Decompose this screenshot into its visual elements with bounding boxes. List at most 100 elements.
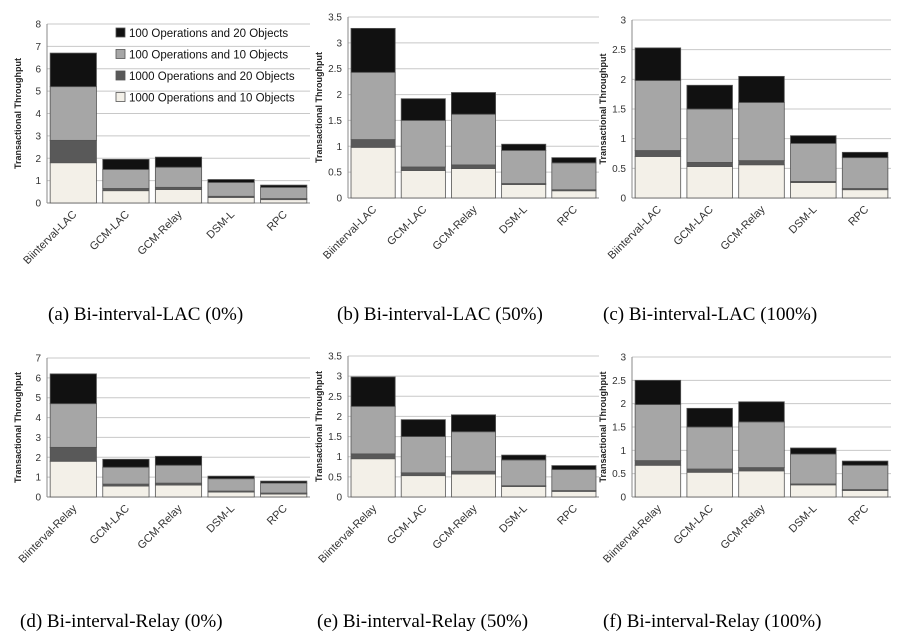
bar-f-3-0 <box>790 484 837 498</box>
y-tick-label-c-1: 0.5 <box>612 164 626 175</box>
chart-panel-c: 0 0.5 1 1.5 2 2.5 3 Transactional Throughput Bii… <box>597 0 900 300</box>
bar-b-0-0 <box>350 146 396 199</box>
y-tick-label-d-5: 5 <box>35 393 41 404</box>
bar-a-4-3 <box>260 184 308 188</box>
legend-label-a-3: 1000 Operations and 10 Objects <box>129 93 295 105</box>
x-tick-label-c-3: DSM-L <box>787 204 820 237</box>
bar-f-3-3 <box>790 447 837 455</box>
y-tick-label-e-0: 0 <box>336 493 342 504</box>
y-tick-label-b-5: 2.5 <box>328 64 342 75</box>
bar-f-4-3 <box>841 460 889 466</box>
bar-f-0-1 <box>634 460 682 466</box>
bar-d-2-3 <box>154 455 203 466</box>
bar-d-0-3 <box>49 373 97 405</box>
x-tick-label-c-2: GCM-Relay <box>719 203 768 252</box>
bar-b-1-2 <box>400 120 446 168</box>
bar-c-4-0 <box>841 189 889 199</box>
y-tick-label-c-3: 1.5 <box>612 105 626 116</box>
bar-e-2-2 <box>451 431 496 472</box>
bar-a-0-3 <box>49 52 97 88</box>
y-tick-label-f-5: 2.5 <box>612 376 626 387</box>
legend-swatch-a-0 <box>115 27 126 38</box>
bar-e-4-2 <box>551 469 597 491</box>
x-tick-label-b-2: GCM-Relay <box>431 203 480 252</box>
bar-f-2-2 <box>738 421 785 469</box>
legend-label-a-1: 100 Operations and 10 Objects <box>129 50 288 62</box>
bar-b-0-2 <box>350 71 396 140</box>
y-tick-label-a-0: 0 <box>35 199 41 210</box>
y-tick-label-e-2: 1 <box>336 452 342 463</box>
bar-c-1-2 <box>686 108 733 163</box>
x-tick-label-e-2: GCM-Relay <box>431 502 480 551</box>
bar-b-4-0 <box>551 190 597 199</box>
bar-a-3-3 <box>207 179 255 183</box>
bar-f-1-0 <box>686 471 733 498</box>
y-tick-label-a-7: 7 <box>35 42 41 53</box>
x-tick-label-f-4: RPC <box>846 503 871 528</box>
bar-d-0-1 <box>49 446 97 462</box>
caption-b: (b) Bi-interval-LAC (50%) <box>337 304 543 325</box>
x-tick-label-d-2: GCM-Relay <box>136 502 185 551</box>
bar-f-2-0 <box>738 470 785 498</box>
bar-c-4-3 <box>841 151 889 159</box>
legend-a: 100 Operations and 20 Objects 100 Operati… <box>115 27 295 105</box>
bar-d-2-0 <box>154 484 203 498</box>
y-tick-label-e-4: 2 <box>336 412 342 423</box>
chart-a-svg: 0 1 2 3 4 5 6 7 8 Transactional Throughput Biinter… <box>13 20 310 267</box>
bar-b-0-1 <box>350 139 396 148</box>
y-tick-label-f-2: 1 <box>620 446 626 457</box>
bar-c-1-1 <box>686 161 733 167</box>
bar-e-2-1 <box>451 470 496 475</box>
bar-e-4-0 <box>551 490 597 498</box>
y-tick-label-b-2: 1 <box>336 142 342 153</box>
bar-c-2-1 <box>738 160 785 166</box>
bar-a-4-0 <box>260 199 308 204</box>
chart-panel-d: 0 1 2 3 4 5 6 7 Transactional Throughput Biinterv… <box>0 345 315 635</box>
y-axis-label-a: Transactional Throughput <box>13 58 23 169</box>
x-tick-label-e-4: RPC <box>555 503 580 528</box>
y-tick-label-d-7: 7 <box>35 354 41 365</box>
legend-label-a-0: 100 Operations and 20 Objects <box>129 28 288 40</box>
bar-c-2-0 <box>738 164 785 199</box>
chart-panel-e: 0 0.5 1 1.5 2 2.5 3 3.5 Transactional Throughput… <box>305 345 605 635</box>
bar-d-1-3 <box>102 458 150 468</box>
bar-f-0-0 <box>634 464 682 498</box>
y-tick-label-e-1: 0.5 <box>328 472 342 483</box>
bar-f-3-2 <box>790 453 837 485</box>
y-tick-label-b-7: 3.5 <box>328 13 342 24</box>
bar-c-3-3 <box>790 135 837 144</box>
bar-c-0-2 <box>634 80 682 151</box>
y-tick-label-a-2: 2 <box>35 154 41 165</box>
caption-f: (f) Bi-interval-Relay (100%) <box>603 611 822 632</box>
x-tick-label-a-3: DSM-L <box>205 209 238 242</box>
x-tick-label-f-0: Biinterval-Relay <box>601 502 664 565</box>
bar-c-2-3 <box>738 75 785 103</box>
bar-c-0-3 <box>634 47 682 81</box>
bar-d-1-0 <box>102 485 150 498</box>
x-tick-label-f-3: DSM-L <box>787 503 820 536</box>
y-tick-label-e-6: 3 <box>336 372 342 383</box>
x-tick-label-f-2: GCM-Relay <box>719 502 768 551</box>
y-tick-label-b-1: 0.5 <box>328 168 342 179</box>
y-tick-label-d-2: 2 <box>35 453 41 464</box>
bar-b-2-1 <box>451 164 496 169</box>
bar-e-3-3 <box>501 454 547 461</box>
legend-swatch-a-3 <box>115 92 126 102</box>
x-tick-label-b-0: Biinterval-LAC <box>321 204 379 262</box>
bar-f-4-0 <box>841 490 889 498</box>
x-tick-label-a-1: GCM-LAC <box>88 209 132 253</box>
bar-a-0-1 <box>49 139 97 164</box>
caption-a: (a) Bi-interval-LAC (0%) <box>48 304 244 325</box>
y-tick-label-b-3: 1.5 <box>328 116 342 127</box>
y-tick-label-b-4: 2 <box>336 90 342 101</box>
bar-e-1-0 <box>400 475 446 498</box>
y-tick-label-f-4: 2 <box>620 399 626 410</box>
x-tick-label-a-2: GCM-Relay <box>136 208 185 257</box>
y-tick-label-a-3: 3 <box>35 131 41 142</box>
bar-e-1-2 <box>400 436 446 474</box>
x-tick-label-b-4: RPC <box>555 204 580 229</box>
bar-f-2-3 <box>738 401 785 423</box>
bar-a-1-2 <box>102 169 150 189</box>
chart-b-svg: 0 0.5 1 1.5 2 2.5 3 3.5 Transactional Throughput… <box>314 13 599 262</box>
